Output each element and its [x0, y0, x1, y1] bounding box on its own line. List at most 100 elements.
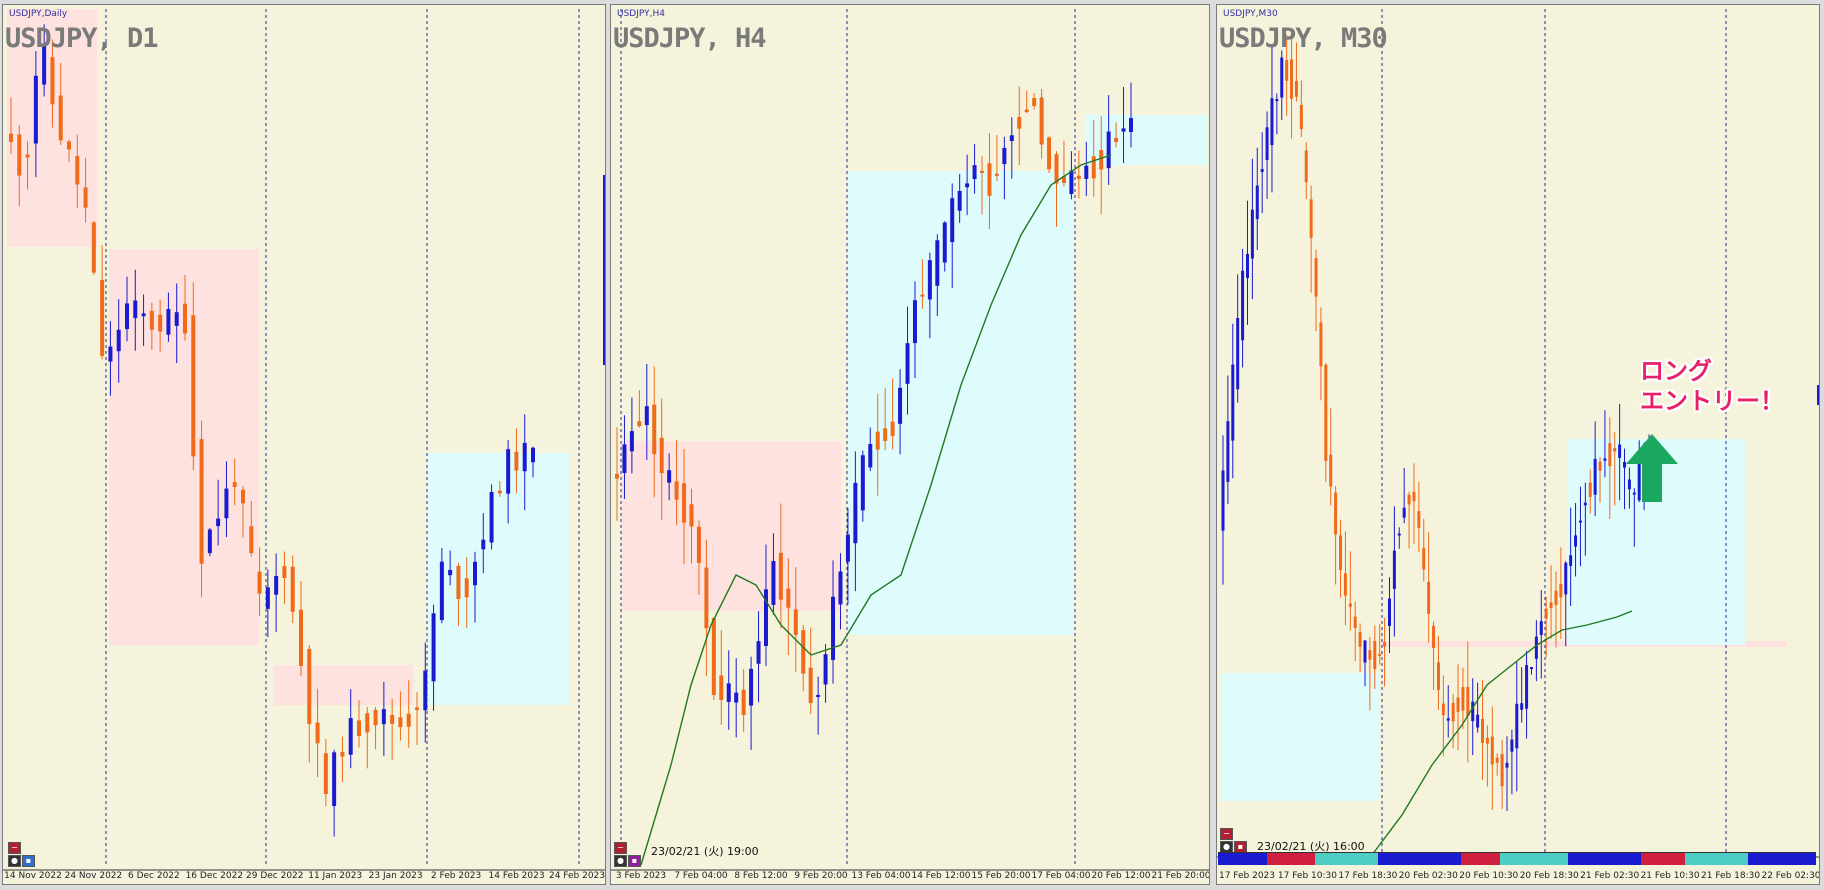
- candle-body: [1476, 714, 1480, 728]
- candle-body: [1069, 170, 1074, 195]
- chart-title: USDJPY, H4: [613, 23, 767, 54]
- chart-option-icon[interactable]: ▪: [22, 855, 35, 867]
- candle-body: [1534, 636, 1538, 659]
- session-segment: [1266, 853, 1316, 865]
- candle-body: [1407, 494, 1411, 505]
- time-axis-label: 8 Feb 12:00: [734, 871, 788, 881]
- entry-annotation: ロング エントリー！: [1640, 356, 1784, 416]
- candle-body: [33, 75, 38, 144]
- minimize-icon[interactable]: −: [8, 842, 21, 854]
- candle-body: [1299, 104, 1303, 130]
- candle-body: [514, 451, 519, 471]
- candle-body: [793, 609, 798, 636]
- candle-body: [1510, 739, 1514, 752]
- candle-body: [860, 455, 865, 511]
- time-axis-label: 9 Feb 20:00: [794, 871, 848, 881]
- time-axis-label: 24 Feb 2023: [548, 871, 606, 881]
- time-axis-label: 14 Nov 2022: [4, 871, 62, 881]
- candle-body: [216, 518, 221, 527]
- candle-body: [1515, 703, 1519, 749]
- candle-body: [473, 561, 477, 586]
- candle-body: [332, 752, 337, 807]
- chart-option-icon[interactable]: ▪: [628, 855, 641, 867]
- session-segment: [1218, 853, 1267, 865]
- session-segment: [1640, 853, 1685, 865]
- time-axis-label: 6 Dec 2022: [127, 871, 180, 881]
- time-axis-label: 14 Feb 2023: [488, 871, 545, 881]
- candle-body: [1436, 662, 1440, 691]
- candle-body: [972, 165, 977, 180]
- candle-body: [1490, 736, 1494, 765]
- candle-body: [1441, 703, 1445, 716]
- candle-body: [1285, 59, 1289, 81]
- candle-body: [734, 692, 739, 703]
- candle-body: [373, 709, 378, 726]
- candle-body: [481, 539, 486, 550]
- candle-body: [1432, 625, 1436, 649]
- candle-body: [682, 483, 687, 523]
- candle-body: [224, 488, 229, 519]
- candle-body: [265, 587, 270, 609]
- candle-body: [307, 648, 312, 724]
- candle-body: [622, 444, 627, 474]
- time-axis-label: 20 Feb 12:00: [1091, 871, 1151, 881]
- chart-plot-m30[interactable]: [1217, 5, 1820, 885]
- candle-body: [406, 713, 411, 727]
- chart-panel-h4[interactable]: USDJPY,H4 USDJPY, H4 − ● ▪ 23/02/21 (火) …: [610, 4, 1210, 885]
- candle-body: [1226, 421, 1230, 482]
- candle-body: [1613, 448, 1617, 452]
- candle-body: [282, 566, 287, 578]
- candle-body: [1047, 137, 1052, 170]
- candle-body: [883, 428, 888, 442]
- candle-body: [174, 312, 179, 326]
- highlight-zone: [1221, 673, 1379, 801]
- time-axis-label: 3 Feb 2023: [615, 871, 667, 881]
- candle-body: [719, 675, 724, 700]
- minimize-icon[interactable]: −: [614, 842, 627, 854]
- candle-body: [191, 315, 196, 457]
- candle-body: [711, 618, 716, 695]
- candle-body: [1334, 492, 1338, 535]
- candle-body: [1422, 547, 1426, 570]
- candle-body: [1294, 80, 1298, 97]
- annotation-line-1: ロング: [1640, 357, 1712, 385]
- candle-body: [898, 387, 903, 424]
- candle-body: [423, 670, 428, 711]
- candle-body: [1627, 479, 1631, 490]
- moving-average-line: [640, 154, 1112, 866]
- minimize-icon[interactable]: −: [1220, 828, 1233, 840]
- chart-panel-d1[interactable]: USDJPY,Daily USDJPY, D1 − ● ▪ 14 Nov 202…: [2, 4, 606, 885]
- chart-plot-d1[interactable]: [3, 5, 606, 885]
- candle-body: [816, 694, 821, 697]
- candle-body: [1002, 147, 1007, 165]
- candle-body: [158, 314, 163, 332]
- candle-body: [741, 689, 746, 715]
- chart-tool-icon[interactable]: ●: [614, 855, 627, 867]
- candle-body: [756, 641, 761, 664]
- candle-body: [801, 630, 806, 674]
- candle-body: [1383, 642, 1387, 647]
- candle-body: [133, 300, 138, 319]
- candle-body: [1397, 533, 1401, 536]
- candle-body: [786, 588, 791, 608]
- chart-panel-m30[interactable]: USDJPY,M30 USDJPY, M30 − ● ▪ 23/02/21 (火…: [1216, 4, 1820, 885]
- candle-body: [183, 303, 187, 334]
- candle-body: [348, 718, 353, 755]
- session-segment: [1568, 853, 1641, 865]
- candle-body: [1353, 616, 1357, 629]
- candle-body: [689, 504, 694, 527]
- candle-body: [1368, 650, 1372, 660]
- candle-body: [149, 310, 154, 330]
- candle-body: [667, 470, 672, 483]
- candle-body: [905, 343, 910, 384]
- session-segment: [1747, 853, 1816, 865]
- candle-body: [1358, 632, 1362, 647]
- chart-plot-h4[interactable]: [611, 5, 1210, 885]
- candle-body: [1574, 535, 1578, 547]
- candle-body: [1427, 581, 1431, 614]
- candle-body: [232, 481, 237, 487]
- chart-tool-icon[interactable]: ●: [8, 855, 21, 867]
- candle-body: [1559, 583, 1563, 598]
- chart-option-icon[interactable]: ▪: [1234, 841, 1247, 853]
- candle-body: [315, 722, 320, 744]
